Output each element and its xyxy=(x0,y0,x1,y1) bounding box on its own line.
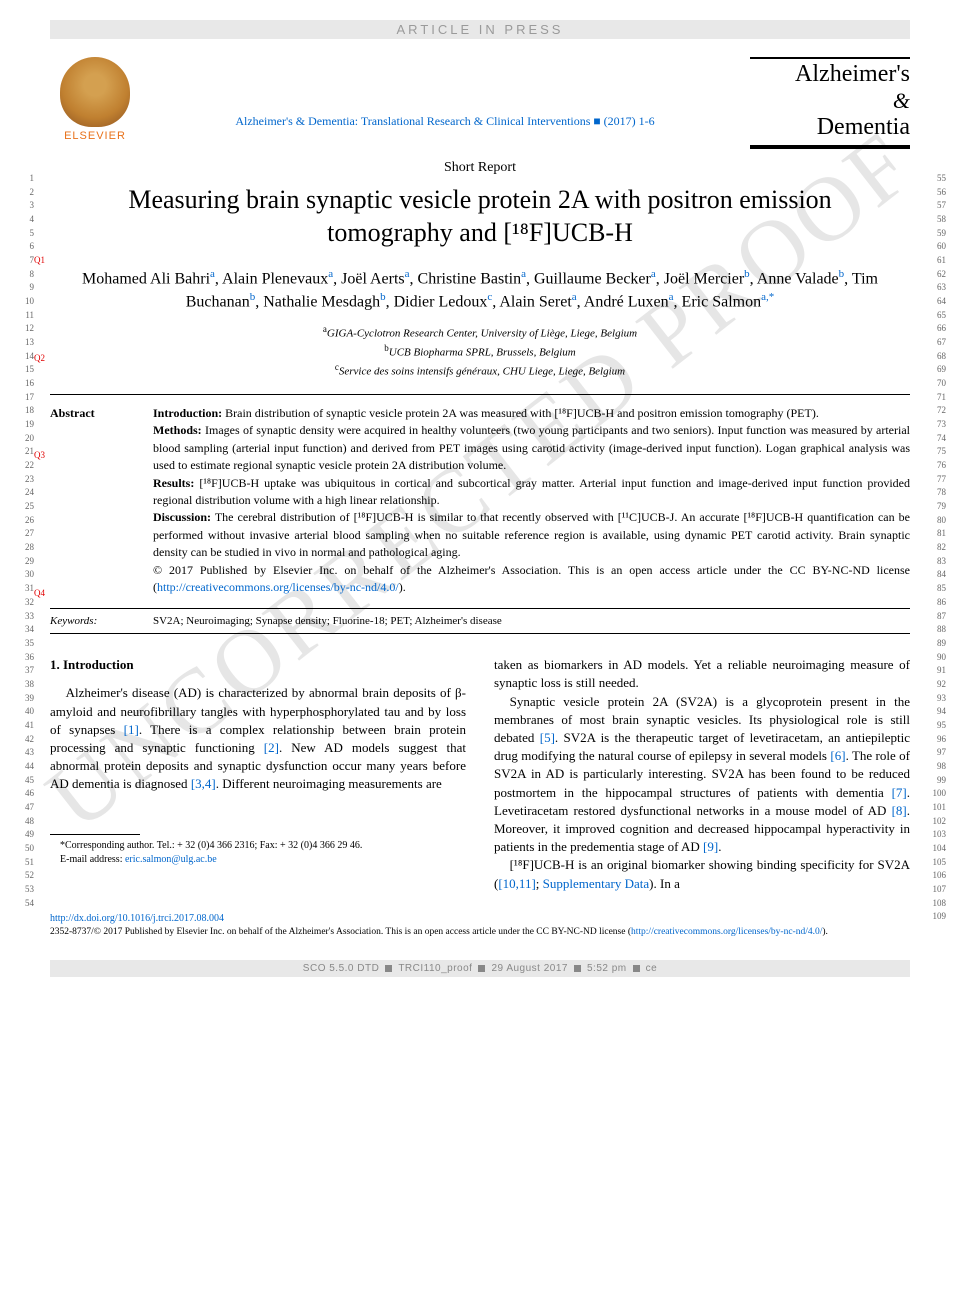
discussion-text: The cerebral distribution of [¹⁸F]UCB-H … xyxy=(153,510,910,559)
para-4: [¹⁸F]UCB-H is an original biomarker show… xyxy=(494,856,910,892)
supplementary-link[interactable]: Supplementary Data xyxy=(543,876,650,891)
journal-logo: Alzheimer's & Dementia xyxy=(750,57,910,149)
proof-date: 29 August 2017 xyxy=(491,963,568,974)
square-icon xyxy=(633,965,640,972)
license-link[interactable]: http://creativecommons.org/licenses/by-n… xyxy=(157,580,399,594)
body-col-left: 1. Introduction Alzheimer's disease (AD)… xyxy=(50,656,466,892)
journal-logo-line1: Alzheimer's xyxy=(750,57,910,88)
authors-list: Mohamed Ali Bahria, Alain Plenevauxa, Jo… xyxy=(50,267,910,313)
corresponding-footnote: *Corresponding author. Tel.: + 32 (0)4 3… xyxy=(50,839,466,853)
proof-time: 5:52 pm xyxy=(587,963,627,974)
section-1-heading: 1. Introduction xyxy=(50,656,466,674)
square-icon xyxy=(385,965,392,972)
square-icon xyxy=(478,965,485,972)
footer-license-link[interactable]: http://creativecommons.org/licenses/by-n… xyxy=(631,927,822,937)
ref-8[interactable]: [8] xyxy=(892,803,907,818)
email-link[interactable]: eric.salmon@ulg.ac.be xyxy=(125,854,217,865)
page-content: ARTICLE IN PRESS ELSEVIER Alzheimer's & … xyxy=(0,0,960,1007)
proof-bar: SCO 5.5.0 DTD TRCI110_proof 29 August 2017… xyxy=(50,960,910,977)
footer-copyright: 2352-8737/© 2017 Published by Elsevier I… xyxy=(50,926,910,938)
ref-1[interactable]: [1] xyxy=(124,722,139,737)
proof-ce: ce xyxy=(646,963,658,974)
email-footnote: E-mail address: eric.salmon@ulg.ac.be xyxy=(50,853,466,867)
elsevier-logo: ELSEVIER xyxy=(50,57,140,152)
keywords-row: Keywords: SV2A; Neuroimaging; Synapse de… xyxy=(50,609,910,633)
square-icon xyxy=(574,965,581,972)
ref-10-11[interactable]: [10,11] xyxy=(498,876,535,891)
results-label: Results: xyxy=(153,476,194,490)
sco-version: SCO 5.5.0 DTD xyxy=(303,963,380,974)
results-text: [¹⁸F]UCB-H uptake was ubiquitous in cort… xyxy=(153,476,910,507)
journal-ref-text[interactable]: Alzheimer's & Dementia: Translational Re… xyxy=(235,114,654,128)
intro-text: Brain distribution of synaptic vesicle p… xyxy=(222,406,819,420)
body-col-right: taken as biomarkers in AD models. Yet a … xyxy=(494,656,910,892)
keywords-text: SV2A; Neuroimaging; Synapse density; Flu… xyxy=(153,615,502,627)
header-row: ELSEVIER Alzheimer's & Dementia: Transla… xyxy=(50,57,910,152)
ref-3-4[interactable]: [3,4] xyxy=(191,776,216,791)
abstract-content: Introduction: Brain distribution of syna… xyxy=(153,405,910,596)
article-in-press-banner: ARTICLE IN PRESS xyxy=(50,20,910,39)
ref-5[interactable]: [5] xyxy=(540,730,555,745)
elsevier-name: ELSEVIER xyxy=(64,130,126,142)
para-1: Alzheimer's disease (AD) is characterize… xyxy=(50,684,466,793)
article-type: Short Report xyxy=(50,160,910,176)
ref-7[interactable]: [7] xyxy=(892,785,907,800)
abstract-block: Abstract Introduction: Brain distributio… xyxy=(50,395,910,608)
intro-label: Introduction: xyxy=(153,406,222,420)
discussion-label: Discussion: xyxy=(153,510,211,524)
ref-9[interactable]: [9] xyxy=(703,839,718,854)
journal-logo-line2: Dementia xyxy=(750,114,910,149)
proof-id: TRCI110_proof xyxy=(398,963,472,974)
divider-bottom xyxy=(50,633,910,634)
abstract-copyright-close: ). xyxy=(399,580,406,594)
body-columns: 1. Introduction Alzheimer's disease (AD)… xyxy=(50,656,910,892)
journal-logo-amp: & xyxy=(750,88,910,114)
elsevier-tree-icon xyxy=(60,57,130,127)
journal-reference: Alzheimer's & Dementia: Translational Re… xyxy=(140,57,750,130)
methods-text: Images of synaptic density were acquired… xyxy=(153,423,910,472)
affiliations-list: aGIGA-Cyclotron Research Center, Univers… xyxy=(50,323,910,380)
para-2: taken as biomarkers in AD models. Yet a … xyxy=(494,656,910,692)
methods-label: Methods: xyxy=(153,423,202,437)
ref-6[interactable]: [6] xyxy=(830,748,845,763)
para-3: Synaptic vesicle protein 2A (SV2A) is a … xyxy=(494,693,910,857)
abstract-label: Abstract xyxy=(50,405,128,596)
article-title: Measuring brain synaptic vesicle protein… xyxy=(50,184,910,249)
footnote-separator xyxy=(50,834,140,835)
doi-link[interactable]: http://dx.doi.org/10.1016/j.trci.2017.08… xyxy=(50,913,910,924)
ref-2[interactable]: [2] xyxy=(264,740,279,755)
keywords-label: Keywords: xyxy=(50,615,128,627)
